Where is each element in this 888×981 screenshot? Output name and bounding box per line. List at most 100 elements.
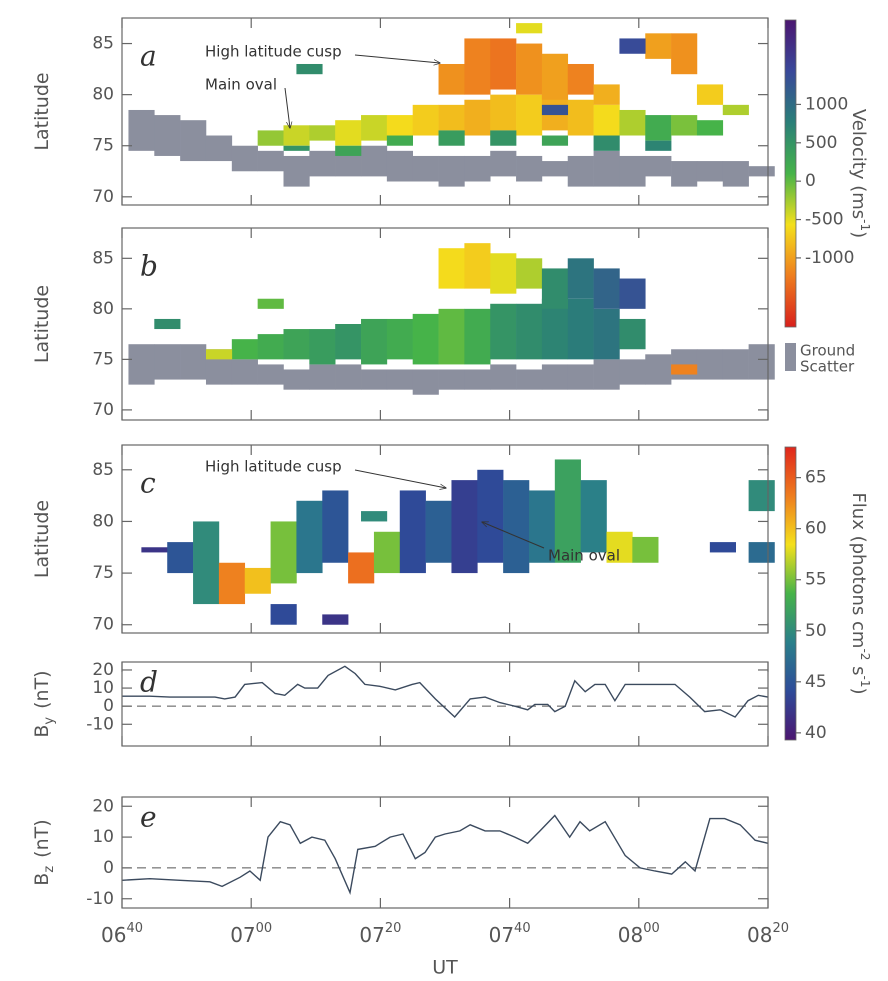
- y-tick-label: 75: [92, 349, 114, 369]
- y-tick-label: 85: [92, 248, 114, 268]
- heatmap-cell: [567, 99, 594, 136]
- ground-scatter-cell: [619, 155, 646, 187]
- ground-scatter-cell: [128, 109, 155, 151]
- y-tick-label: 75: [92, 136, 114, 156]
- ground-scatter-cell: [231, 145, 258, 172]
- heatmap-cell: [335, 324, 362, 360]
- annotation-arrow: [354, 469, 446, 488]
- heatmap-cell: [270, 521, 297, 584]
- ground-scatter-cell: [257, 364, 284, 385]
- heatmap-cell: [464, 38, 491, 95]
- heatmap-cell: [645, 115, 672, 141]
- heatmap-cell: [218, 562, 246, 605]
- heatmap-cell: [580, 480, 607, 553]
- heatmap-cell: [503, 480, 530, 574]
- tick-minute: 40: [126, 921, 143, 936]
- x-tick-label: 0700: [230, 921, 272, 947]
- heatmap-cell: [361, 318, 388, 365]
- ground-scatter-cell: [154, 115, 181, 156]
- label-part: ): [848, 688, 869, 695]
- heatmap-cell: [257, 298, 284, 309]
- ground-scatter-cell: [309, 364, 336, 390]
- legend-label: Scatter: [800, 358, 855, 376]
- panel-letter: d: [140, 666, 158, 699]
- plot-frame: [121, 227, 769, 421]
- ground-scatter-cell: [309, 150, 336, 177]
- y-tick-label: 80: [92, 511, 114, 531]
- colorbar-label: Velocity (ms-1): [848, 109, 873, 238]
- ground-scatter-cell: [696, 161, 724, 182]
- ground-scatter-cell: [361, 145, 388, 177]
- heatmap-cell: [464, 243, 491, 289]
- heatmap-cell: [645, 33, 672, 59]
- ground-scatter-cell: [645, 354, 672, 385]
- x-tick-label: 0720: [359, 921, 401, 947]
- y-tick-label: 0: [103, 858, 114, 878]
- heatmap-cell: [593, 268, 620, 309]
- ground-scatter-cell: [361, 369, 388, 390]
- heatmap-cell: [361, 115, 388, 141]
- label-part: Flux (photons cm: [848, 492, 869, 648]
- y-tick-label: 70: [92, 400, 114, 420]
- ground-scatter-cell: [464, 155, 491, 182]
- annotation: Main oval: [205, 76, 277, 94]
- ground-scatter-cell: [567, 155, 594, 187]
- ground-scatter-cell: [257, 150, 284, 172]
- y-tick-label: -10: [86, 714, 114, 734]
- ground-scatter-cell: [283, 369, 310, 390]
- heatmap-cell: [425, 500, 452, 563]
- heatmap-cell: [412, 313, 439, 365]
- ground-scatter-cell: [180, 120, 207, 162]
- panel-letter: c: [140, 467, 156, 500]
- heatmap-cell: [296, 63, 323, 75]
- label-part: Latitude: [31, 500, 53, 578]
- plot-frame: [121, 444, 769, 634]
- ground-scatter-cell: [516, 155, 543, 182]
- heatmap-cell: [748, 542, 775, 563]
- annotation-arrow: [354, 54, 440, 63]
- heatmap-cell: [619, 38, 646, 54]
- x-tick-label: 0820: [747, 921, 789, 947]
- x-tick-label: 0740: [489, 921, 531, 947]
- ground-scatter-cell: [154, 344, 181, 380]
- heatmap-cell: [193, 521, 220, 605]
- heatmap-cell: [257, 130, 284, 146]
- legend-swatch: [785, 343, 796, 371]
- y-tick-label: 20: [92, 796, 114, 816]
- ground-scatter-cell: [205, 135, 233, 162]
- heatmap-cell: [296, 500, 323, 574]
- y-tick-label: 80: [92, 299, 114, 319]
- y-tick-label: 80: [92, 85, 114, 105]
- y-axis-label: Bz (nT): [31, 819, 58, 885]
- colorbar-tick-label: -500: [805, 210, 844, 230]
- colorbar-tick-label: 60: [805, 519, 827, 539]
- label-part: ): [848, 231, 869, 238]
- ground-scatter-cell: [516, 369, 543, 390]
- colorbar-tick-label: 45: [805, 672, 827, 692]
- label-part: (nT): [31, 670, 53, 708]
- colorbar-tick-label: 1000: [805, 94, 848, 114]
- label-part: Latitude: [31, 72, 53, 150]
- annotation: High latitude cusp: [205, 43, 342, 61]
- annotation: Main oval: [548, 547, 620, 565]
- colorbar: [784, 19, 797, 328]
- ground-scatter-cell: [671, 161, 698, 187]
- heatmap-cell: [309, 329, 336, 365]
- heatmap-cell: [141, 547, 168, 553]
- ground-scatter-cell: [438, 155, 465, 187]
- heatmap-cell: [632, 536, 659, 563]
- ground-scatter-cell: [386, 150, 413, 182]
- heatmap-cell: [619, 278, 646, 309]
- y-tick-label: 0: [103, 696, 114, 716]
- ground-scatter-cell: [412, 369, 439, 395]
- heatmap-cell: [554, 459, 581, 563]
- heatmap-cell: [567, 298, 594, 360]
- ground-scatter-cell: [619, 359, 646, 385]
- heatmap-cell: [231, 339, 258, 360]
- panel-letter: b: [140, 250, 158, 283]
- heatmap-cell: [361, 511, 388, 522]
- ground-scatter-cell: [231, 359, 258, 385]
- y-tick-label: 20: [92, 660, 114, 680]
- ground-scatter-cell: [696, 349, 724, 380]
